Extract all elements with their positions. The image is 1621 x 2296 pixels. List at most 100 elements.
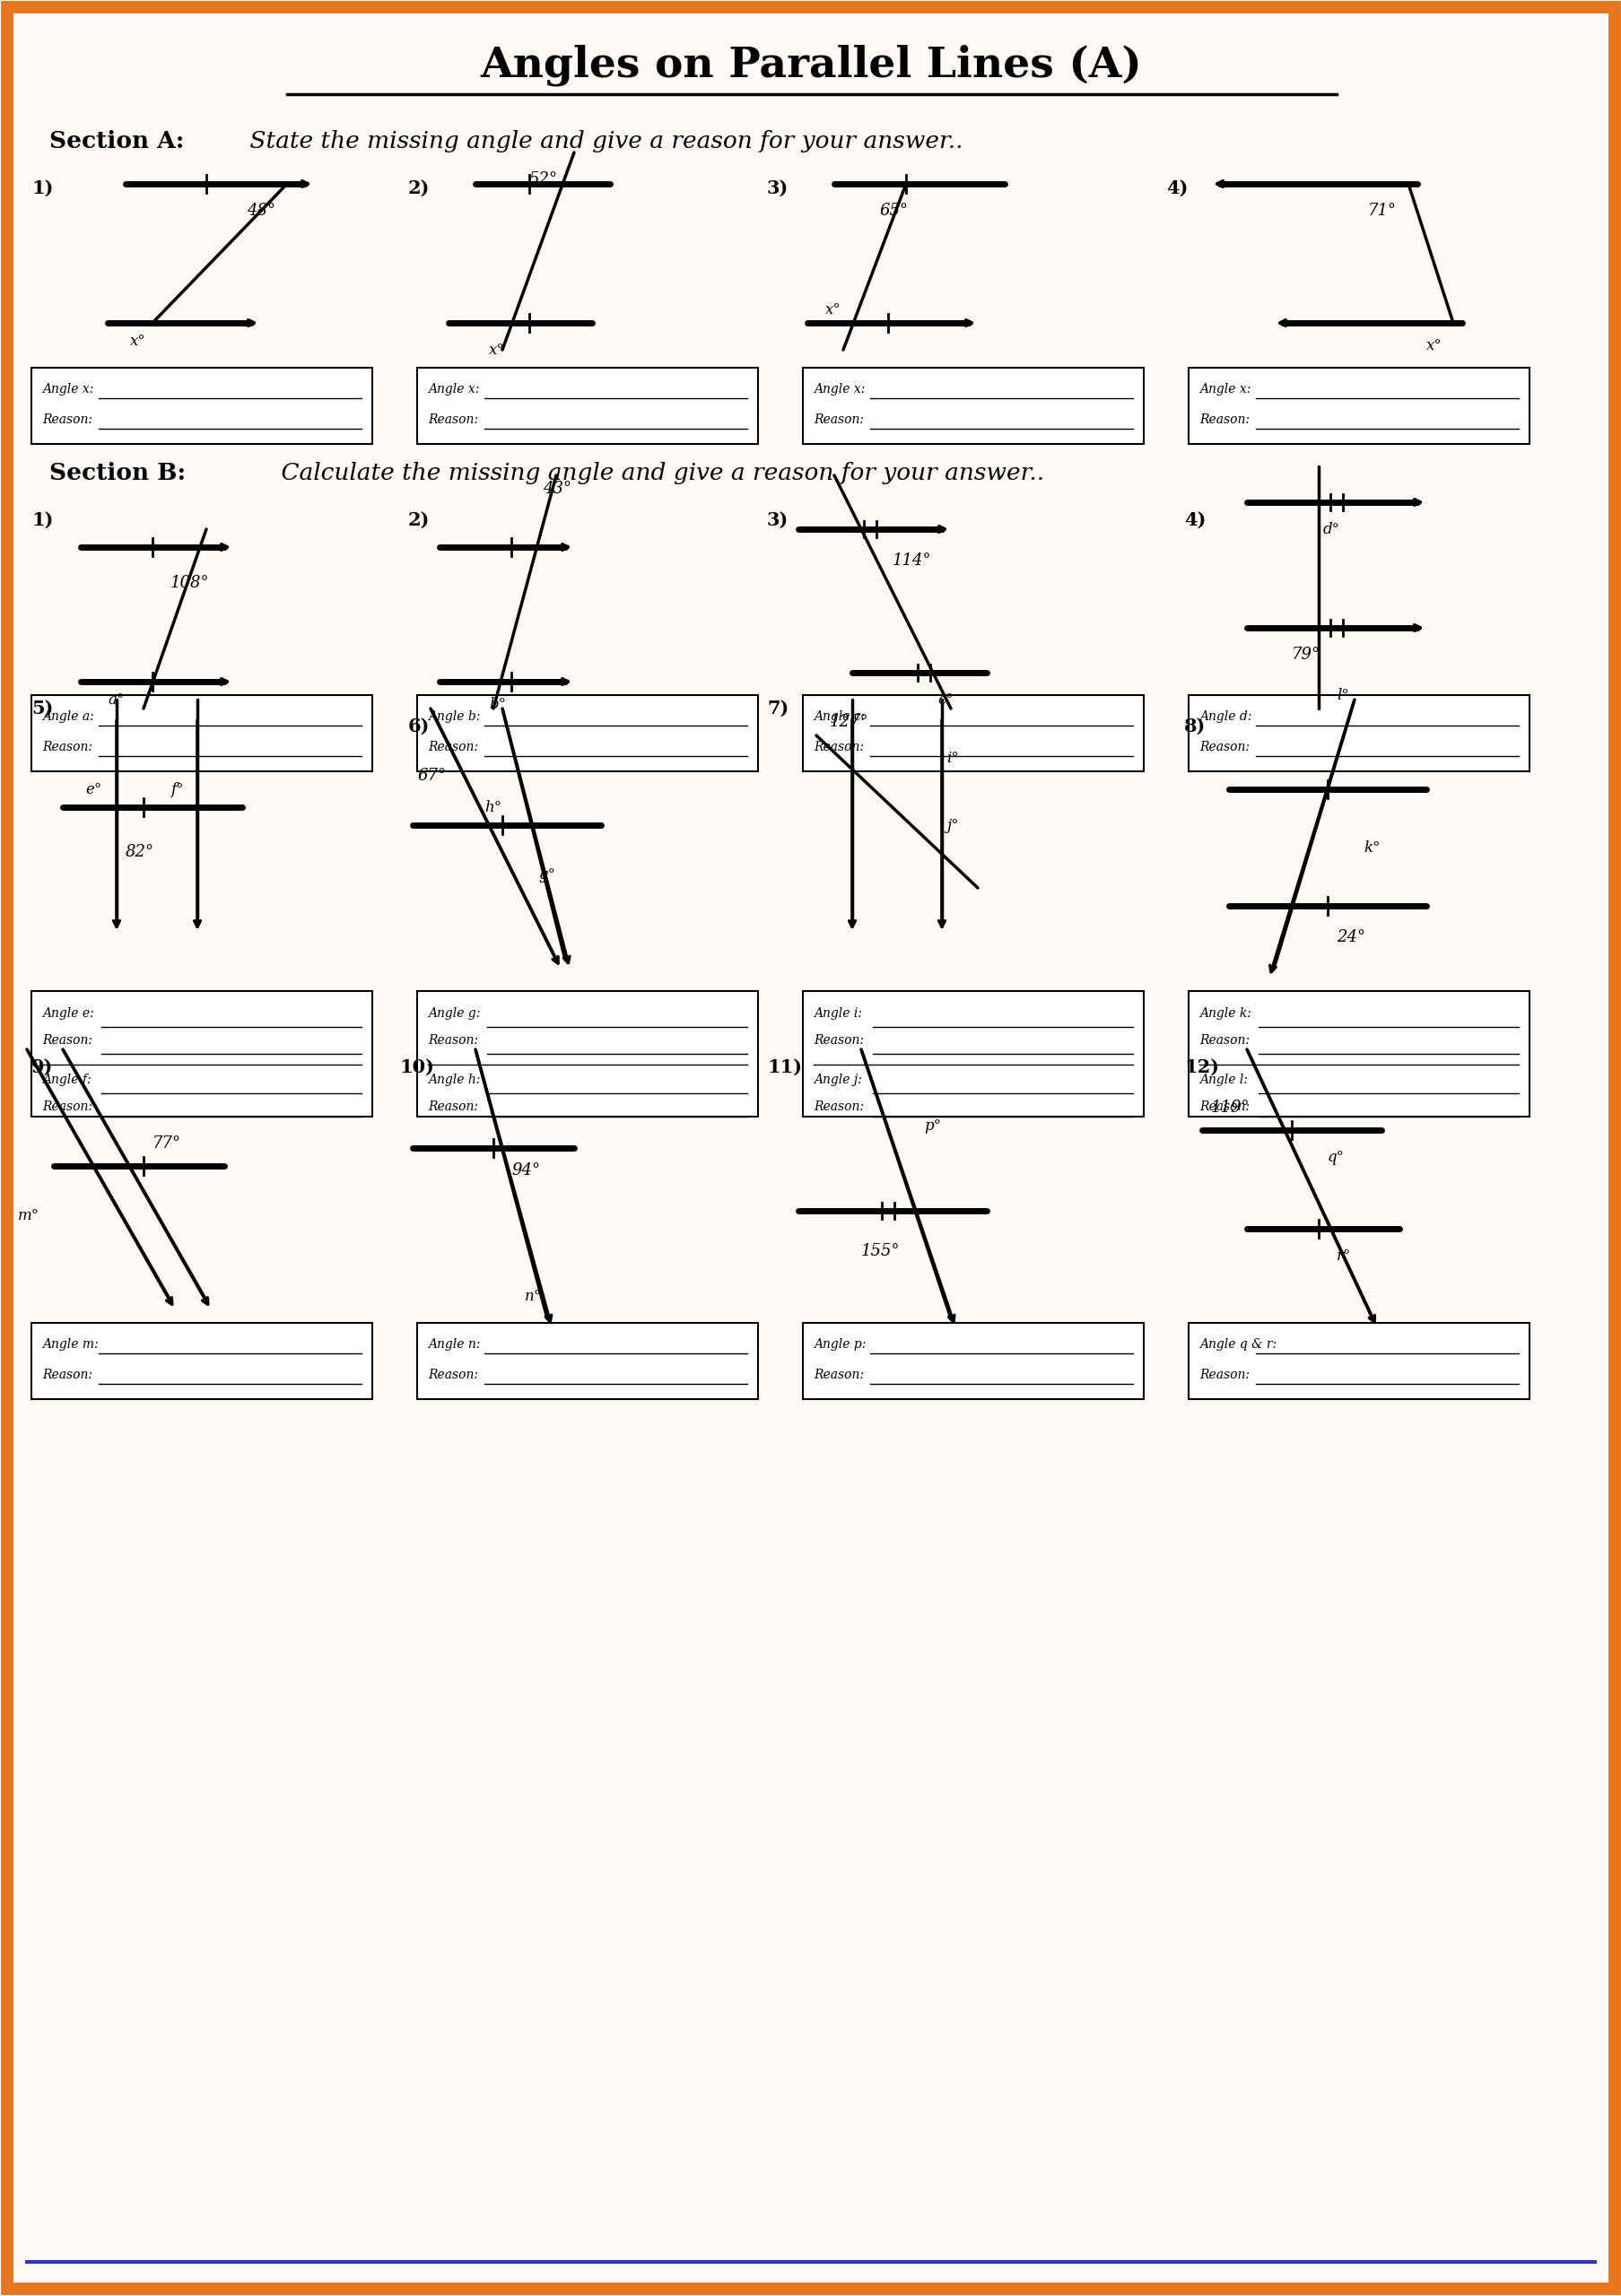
Text: 4): 4) [1183, 512, 1206, 528]
Text: 119°: 119° [1211, 1100, 1250, 1116]
Text: b°: b° [488, 698, 506, 712]
Text: Reason:: Reason: [428, 1368, 478, 1380]
Text: 43°: 43° [543, 480, 571, 496]
Text: 67°: 67° [417, 767, 446, 783]
Text: Angle n:: Angle n: [428, 1339, 480, 1350]
Bar [417, 1322, 757, 1398]
Text: Reason:: Reason: [42, 1100, 92, 1114]
Text: Angle a:: Angle a: [42, 709, 94, 723]
Text: Angle c:: Angle c: [814, 709, 864, 723]
Text: 127°: 127° [830, 714, 869, 730]
Text: Angle p:: Angle p: [814, 1339, 866, 1350]
Text: 10): 10) [399, 1058, 434, 1077]
Text: State the missing angle and give a reason for your answer..: State the missing angle and give a reaso… [242, 131, 963, 152]
Text: x°: x° [1425, 338, 1441, 354]
Bar [417, 992, 757, 1116]
Text: 5): 5) [31, 700, 53, 716]
Bar [31, 367, 373, 443]
Bar [31, 992, 373, 1116]
Text: Angle x:: Angle x: [42, 383, 94, 395]
Text: Angle x:: Angle x: [1198, 383, 1250, 395]
Text: a°: a° [107, 693, 123, 707]
Text: 1): 1) [31, 512, 53, 528]
Bar [1188, 992, 1529, 1116]
Text: Angle x:: Angle x: [814, 383, 864, 395]
Text: x°: x° [130, 333, 146, 349]
Text: Section B:: Section B: [49, 461, 186, 484]
Text: x°: x° [488, 342, 504, 358]
Text: 1): 1) [31, 179, 53, 197]
Text: Angle f:: Angle f: [42, 1075, 91, 1086]
Text: Reason:: Reason: [814, 742, 864, 753]
Text: Reason:: Reason: [814, 1100, 864, 1114]
Text: Angle j:: Angle j: [814, 1075, 861, 1086]
Bar [1188, 696, 1529, 771]
Text: Angle d:: Angle d: [1198, 709, 1251, 723]
Text: Angle i:: Angle i: [814, 1008, 862, 1019]
Text: f°: f° [170, 783, 183, 797]
Text: Reason:: Reason: [1198, 1033, 1248, 1047]
Bar [802, 992, 1143, 1116]
Text: Reason:: Reason: [428, 413, 478, 425]
Text: Reason:: Reason: [42, 413, 92, 425]
Bar [417, 367, 757, 443]
Text: l°: l° [1336, 689, 1349, 703]
Text: 65°: 65° [879, 202, 908, 218]
Text: Angle h:: Angle h: [428, 1075, 480, 1086]
Text: Angle g:: Angle g: [428, 1008, 480, 1019]
Text: Angle x:: Angle x: [428, 383, 480, 395]
Text: 9): 9) [31, 1058, 53, 1077]
Text: k°: k° [1363, 840, 1379, 856]
Text: Reason:: Reason: [428, 1033, 478, 1047]
Bar [1188, 367, 1529, 443]
Text: Reason:: Reason: [42, 742, 92, 753]
Text: Angle m:: Angle m: [42, 1339, 99, 1350]
Text: Angle b:: Angle b: [428, 709, 480, 723]
Text: Reason:: Reason: [814, 1368, 864, 1380]
Bar [31, 696, 373, 771]
Text: 3): 3) [767, 512, 788, 528]
Text: 155°: 155° [861, 1242, 900, 1258]
Text: x°: x° [825, 303, 841, 317]
Text: 24°: 24° [1336, 930, 1365, 946]
Text: 79°: 79° [1290, 647, 1319, 664]
Text: 114°: 114° [892, 553, 930, 569]
Text: Angle k:: Angle k: [1198, 1008, 1251, 1019]
Text: 2): 2) [408, 512, 430, 528]
Text: Reason:: Reason: [428, 1100, 478, 1114]
Bar [1188, 1322, 1529, 1398]
Text: p°: p° [924, 1118, 940, 1134]
Text: Reason:: Reason: [814, 413, 864, 425]
Text: Reason:: Reason: [1198, 1100, 1248, 1114]
Text: 4): 4) [1165, 179, 1188, 197]
Text: n°: n° [525, 1288, 541, 1304]
Text: 94°: 94° [511, 1162, 540, 1178]
Text: e°: e° [86, 783, 102, 797]
Text: i°: i° [947, 751, 958, 767]
Text: 12): 12) [1183, 1058, 1219, 1077]
Text: Reason:: Reason: [42, 1368, 92, 1380]
Text: Angle q & r:: Angle q & r: [1198, 1339, 1276, 1350]
Text: Angles on Parallel Lines (A): Angles on Parallel Lines (A) [480, 46, 1141, 87]
Text: Reason:: Reason: [428, 742, 478, 753]
Text: j°: j° [947, 817, 958, 833]
Text: 71°: 71° [1367, 202, 1396, 218]
Text: m°: m° [18, 1208, 39, 1224]
Text: Reason:: Reason: [42, 1033, 92, 1047]
Text: 48°: 48° [246, 202, 276, 218]
Text: Reason:: Reason: [1198, 413, 1248, 425]
Text: g°: g° [538, 868, 554, 882]
Text: q°: q° [1328, 1150, 1344, 1164]
Bar [802, 696, 1143, 771]
Text: Angle l:: Angle l: [1198, 1075, 1247, 1086]
Text: Section A:: Section A: [49, 131, 185, 152]
Text: c°: c° [937, 693, 953, 707]
Text: 2): 2) [408, 179, 430, 197]
Text: d°: d° [1323, 521, 1339, 537]
Text: 7): 7) [767, 700, 788, 716]
Text: Calculate the missing angle and give a reason for your answer..: Calculate the missing angle and give a r… [274, 461, 1044, 484]
Bar [802, 367, 1143, 443]
Text: 82°: 82° [125, 845, 154, 861]
Text: 108°: 108° [170, 574, 209, 590]
Text: 11): 11) [767, 1058, 801, 1077]
